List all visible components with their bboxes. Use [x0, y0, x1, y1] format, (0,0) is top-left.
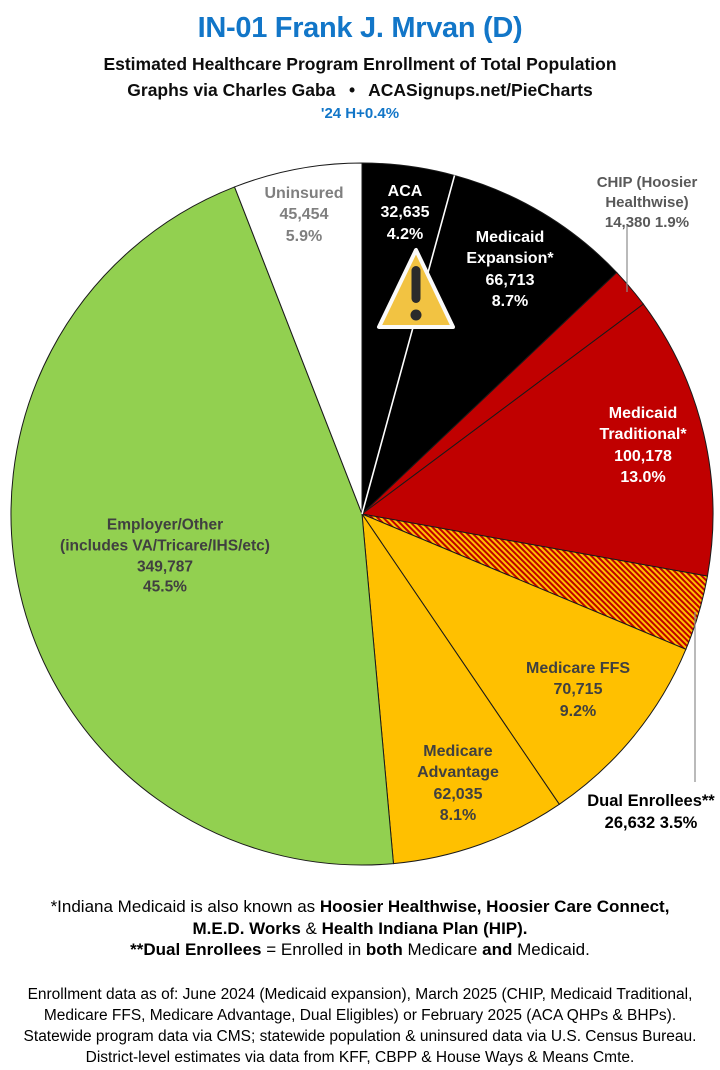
footnote-line: **Dual Enrollees = Enrolled in both Medi…: [130, 940, 590, 959]
footnote-line: Statewide program data via CMS; statewid…: [23, 1028, 697, 1045]
footnote-line: Medicare FFS, Medicare Advantage, Dual E…: [43, 1007, 677, 1024]
footnote-line: Enrollment data as of: June 2024 (Medica…: [27, 986, 693, 1003]
pie-slice-medicaid-expansion: [361, 174, 618, 516]
warning-exclamation-bar: [411, 266, 421, 303]
footnote-medicaid-names: *Indiana Medicaid is also known as Hoosi…: [0, 896, 720, 961]
pie-slice-employer-other: [10, 186, 395, 866]
pie-slice-medicaid-traditional: [360, 303, 714, 577]
warning-exclamation-dot: [410, 309, 422, 321]
footnote-line: District-level estimates via data from K…: [85, 1049, 635, 1066]
subtitle-change-badge: '24 H+0.4%: [320, 105, 400, 122]
pie-slices: [10, 162, 714, 866]
footnote-data-sources: Enrollment data as of: June 2024 (Medica…: [0, 984, 720, 1068]
footnote-line: *Indiana Medicaid is also known as Hoosi…: [50, 897, 670, 916]
aca-expansion-divider-line: [361, 175, 456, 515]
pie-slice-uninsured: [233, 162, 363, 515]
subtitle-credit: Graphs via Charles Gaba • ACASignups.net…: [127, 80, 593, 100]
pie-slice-medicare-advantage: [361, 512, 560, 865]
label-leader-lines: [626, 226, 696, 782]
pie-slice-medicare-ffs: [360, 512, 687, 805]
page-title: IN-01 Frank J. Mrvan (D): [197, 12, 523, 44]
footnote-line: M.E.D. Works & Health Indiana Plan (HIP)…: [192, 918, 528, 938]
subtitle-enrollment: Estimated Healthcare Program Enrollment …: [103, 54, 617, 74]
warning-icon: [377, 248, 455, 329]
